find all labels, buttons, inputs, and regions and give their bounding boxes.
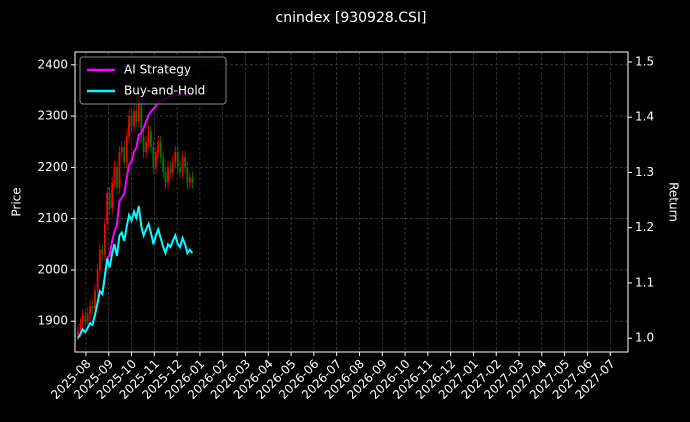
candle-body (125, 136, 128, 163)
candle-body (113, 167, 116, 183)
candle-body (101, 249, 104, 255)
y2-tick-label: 1.1 (635, 275, 654, 289)
candle-body (164, 172, 167, 183)
candle-body (123, 146, 126, 163)
chart-title: cnindex [930928.CSI] (276, 10, 427, 26)
candle-body (186, 167, 189, 183)
legend-label: AI Strategy (124, 63, 191, 77)
candle-body (118, 152, 121, 188)
candle-body (155, 152, 157, 168)
candle-body (152, 146, 155, 168)
candle-body (150, 131, 152, 147)
candle-body (89, 305, 91, 314)
candle-body (142, 136, 145, 152)
legend-box (79, 56, 227, 105)
y-tick-label: 1900 (37, 314, 68, 328)
y-tick-label: 2200 (37, 160, 68, 174)
y2-tick-label: 1.3 (635, 165, 654, 179)
candle-body (94, 290, 96, 309)
candle-body (111, 182, 114, 209)
legend-label: Buy-and-Hold (124, 84, 205, 98)
y2-tick-label: 1.4 (635, 110, 654, 124)
candle-body (81, 316, 84, 324)
candle-body (128, 116, 130, 137)
y-tick-label: 2300 (37, 109, 68, 123)
candle-body (191, 177, 194, 183)
y2-tick-label: 1.2 (635, 220, 654, 234)
candle-body (176, 152, 179, 168)
candle-body (188, 177, 191, 183)
return-line (77, 205, 194, 339)
candle-body (145, 141, 148, 152)
candle-body (181, 157, 184, 173)
candle-body (77, 331, 79, 335)
candle-body (174, 152, 177, 163)
candle-body (137, 100, 140, 122)
candle-body (159, 141, 162, 158)
candle-body (171, 162, 174, 173)
y-tick-label: 2100 (37, 211, 68, 225)
plot-frame (74, 51, 629, 353)
candle-body (84, 316, 87, 322)
candle-body (162, 157, 165, 173)
y-axis-label: Price (10, 187, 24, 216)
candle-body (184, 157, 186, 168)
candle-body (91, 305, 94, 309)
candle-body (98, 249, 101, 270)
y2-tick-label: 1.0 (635, 331, 654, 345)
candle-body (96, 269, 99, 291)
candle-body (79, 323, 82, 332)
candle-body (108, 193, 111, 209)
candle-body (130, 116, 133, 127)
y2-axis-label: Return (667, 182, 681, 222)
candle-body (179, 167, 181, 173)
candle-body (147, 131, 150, 142)
candle-body (106, 193, 109, 224)
candle-body (157, 141, 160, 152)
candle-body (133, 110, 135, 127)
candle-body (120, 146, 123, 152)
candle-body (140, 100, 143, 137)
candle-body (167, 167, 169, 183)
candle-body (135, 110, 138, 122)
candle-body (86, 313, 89, 322)
candle-body (169, 167, 172, 173)
y2-tick-label: 1.5 (635, 54, 654, 68)
candle-body (103, 223, 106, 255)
y-tick-label: 2400 (37, 57, 68, 71)
candle-body (116, 167, 118, 188)
y-tick-label: 2000 (37, 262, 68, 276)
